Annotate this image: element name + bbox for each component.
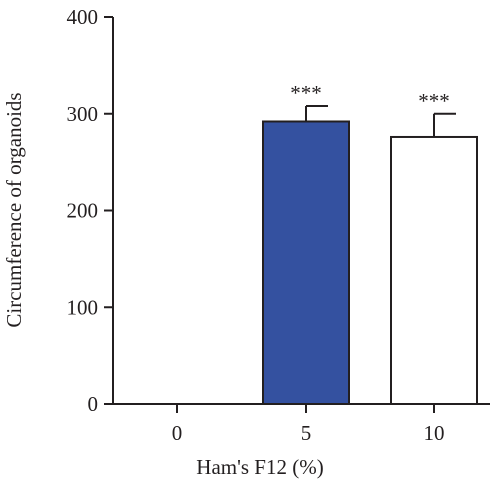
y-tick-label: 400: [67, 5, 99, 29]
y-axis-title: Circumference of organoids: [2, 92, 26, 327]
x-tick-label: 10: [424, 421, 445, 445]
y-tick-label: 0: [88, 392, 99, 416]
bar: [390, 135, 478, 405]
y-tick-label: 100: [67, 295, 99, 319]
y-tick-label: 300: [67, 102, 99, 126]
significance-markers: *** ***: [290, 81, 450, 113]
significance-label: ***: [418, 89, 450, 113]
x-axis: 0 5 10: [113, 403, 490, 445]
bar: [262, 120, 350, 406]
error-bars: [305, 105, 456, 137]
significance-label: ***: [290, 81, 322, 105]
x-axis-title: Ham's F12 (%): [196, 455, 323, 479]
y-tick-label: 200: [67, 199, 99, 223]
x-tick-label: 0: [172, 421, 183, 445]
bars: [262, 120, 478, 406]
x-tick-label: 5: [301, 421, 312, 445]
y-axis: 0 100 200 300 400: [67, 5, 114, 416]
